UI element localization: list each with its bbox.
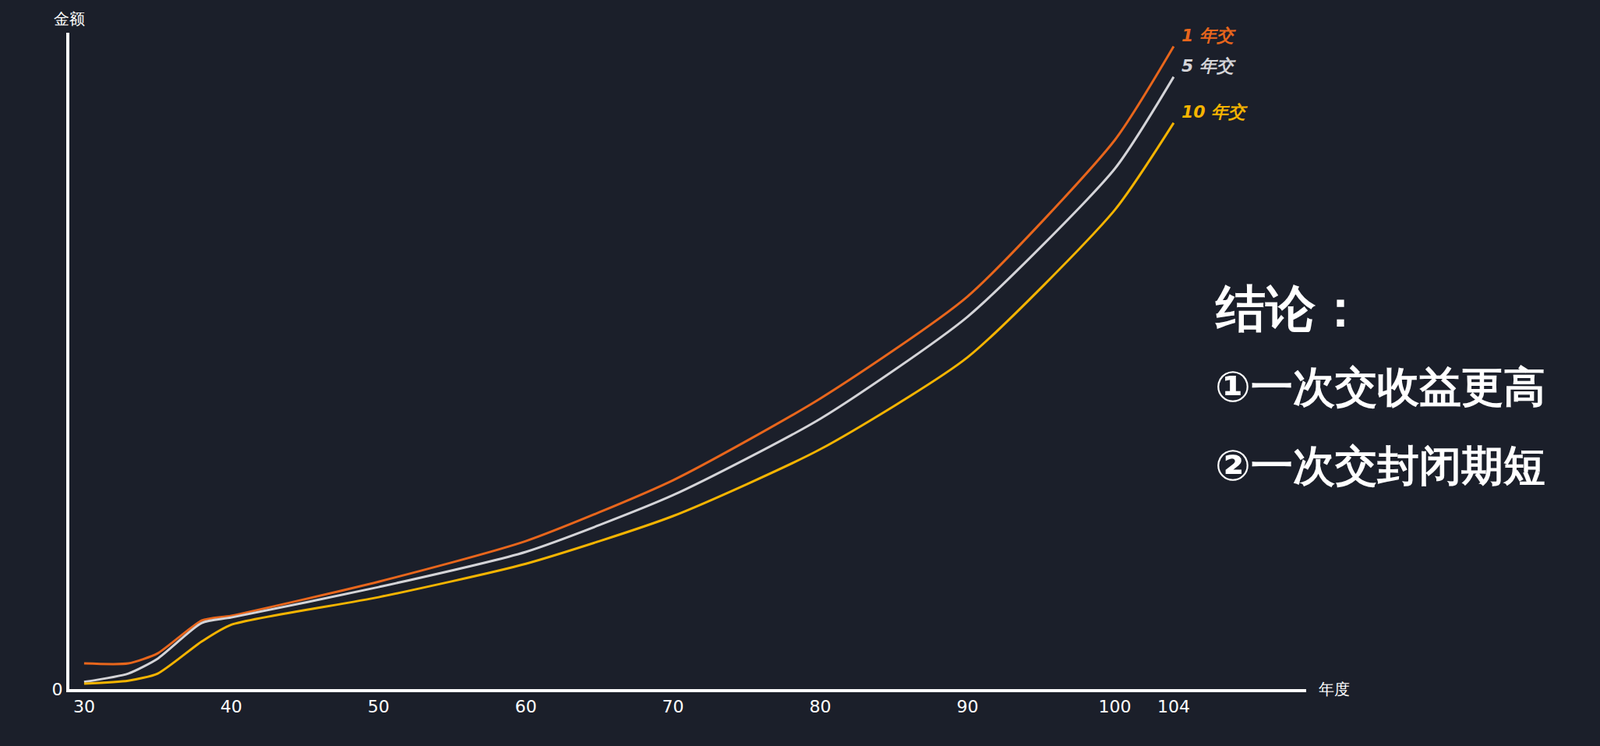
svg-text:90: 90 [956, 696, 979, 717]
svg-text:5 年交: 5 年交 [1181, 56, 1237, 76]
svg-text:年度: 年度 [1318, 679, 1350, 699]
svg-text:1 年交: 1 年交 [1181, 25, 1237, 46]
svg-text:104: 104 [1157, 696, 1191, 717]
svg-text:80: 80 [809, 696, 832, 717]
svg-text:60: 60 [515, 696, 537, 717]
svg-text:100: 100 [1098, 696, 1131, 717]
svg-text:金额: 金额 [53, 9, 85, 29]
svg-text:70: 70 [662, 696, 685, 717]
svg-text:50: 50 [367, 696, 390, 717]
svg-text:0: 0 [52, 679, 64, 700]
svg-text:40: 40 [220, 696, 243, 717]
svg-text:30: 30 [73, 696, 96, 717]
svg-text:①一次交收益更高: ①一次交收益更高 [1215, 362, 1546, 412]
svg-text:10 年交: 10 年交 [1181, 102, 1248, 122]
svg-text:②一次交封闭期短: ②一次交封闭期短 [1215, 441, 1546, 491]
svg-text:结论：: 结论： [1215, 279, 1366, 338]
